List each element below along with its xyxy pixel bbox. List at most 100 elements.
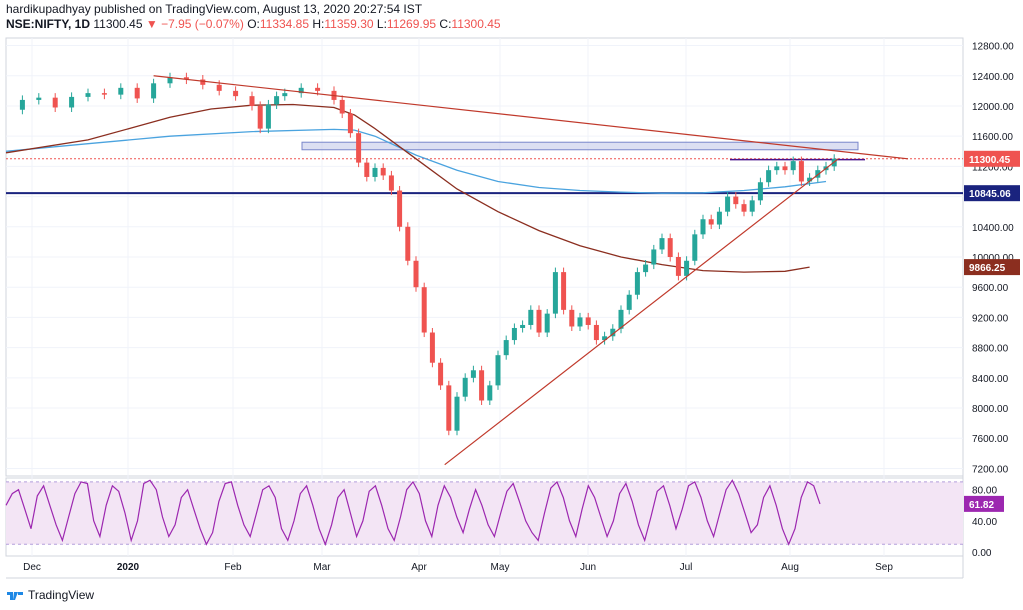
candle-body [364,162,370,177]
footer-brand[interactable]: TradingView [6,588,94,602]
candle-body [257,105,263,129]
y-tick-label: 8000.00 [972,404,1009,415]
x-tick-label: 2020 [117,562,140,573]
candle-body [552,272,558,314]
candle-body [183,77,189,80]
candle-body [429,332,435,363]
candle-body [446,385,452,431]
trendline [153,75,909,160]
candle-body [577,317,583,327]
x-tick-label: Mar [313,562,331,573]
candle-body [282,93,288,97]
candle-body [356,133,362,163]
y-tick-label: 8400.00 [972,374,1009,385]
candle-body [101,93,107,95]
open-label: O: [247,17,260,31]
candle-body [807,177,813,182]
candle-body [528,309,534,325]
candle-body [766,170,772,183]
price-tag-label: 9866.25 [969,263,1006,274]
price-tag-label: 11300.45 [969,155,1011,166]
x-tick-label: Feb [224,562,242,573]
candle-body [618,309,624,329]
candle-body [233,90,239,97]
candle-body [520,324,526,328]
ma-short-line [5,128,827,194]
candle-body [315,87,321,91]
candle-body [561,272,567,310]
candle-body [85,93,91,97]
tradingview-logo-icon [7,592,23,600]
candle-body [544,313,550,333]
candle-body [536,309,542,333]
candle-body [700,219,706,235]
x-tick-label: Dec [23,562,41,573]
rsi-tick-label: 80.00 [972,486,997,497]
y-tick-label: 12400.00 [972,72,1014,83]
candle-body [151,83,157,99]
y-tick-label: 7600.00 [972,434,1009,445]
candle-body [659,238,665,250]
x-tick-label: Apr [411,562,427,573]
candle-body [298,87,304,94]
candle-body [675,257,681,276]
candle-body [339,99,345,114]
candle-body [757,182,763,201]
y-tick-label: 10000.00 [972,253,1014,264]
price-tag [964,259,1020,276]
candle-body [454,396,460,431]
publish-info: hardikupadhyay published on TradingView.… [6,2,423,16]
candle-body [36,97,42,100]
candle-body [216,84,222,91]
x-tick-label: Jul [680,562,693,573]
candle-body [569,309,575,327]
chart-header: hardikupadhyay published on TradingView.… [6,2,501,32]
close-label: C: [439,17,452,31]
rsi-tick-label: 0.00 [972,548,992,559]
x-tick-label: Jun [580,562,596,573]
brand-label: TradingView [28,588,95,602]
candle-body [134,87,140,99]
candle-body [634,272,640,295]
candle-body [511,327,517,341]
candle-body [167,77,173,84]
ma-long-line [5,103,810,273]
candle-body [708,219,714,225]
candle-body [372,167,378,177]
low-value: 11269.95 [386,17,437,31]
close-value: 11300.45 [451,17,501,31]
rsi-value-label: 61.82 [969,500,994,511]
price-tag [964,185,1020,202]
candle-body [610,328,616,337]
high-value: 11359.30 [324,17,374,31]
candle-body [249,96,255,106]
trendline [444,158,839,466]
candle-body [602,336,608,341]
y-tick-label: 10400.00 [972,223,1014,234]
y-tick-label: 9600.00 [972,283,1009,294]
y-tick-label: 12000.00 [972,102,1014,113]
candle-body [380,167,386,176]
price-tag-label: 10845.06 [969,189,1011,200]
last-price: 11300.45 [93,17,143,31]
candle-body [265,104,271,129]
candle-body [438,362,444,386]
rsi-tick-label: 40.00 [972,517,997,528]
x-tick-label: Sep [875,562,893,573]
rsi-value-tag [964,495,1004,512]
down-arrow-icon: ▼ [145,17,158,31]
y-tick-label: 11600.00 [972,132,1013,143]
ohlc-legend: NSE:NIFTY, 1D 11300.45 ▼ −7.95 (−0.07%) … [6,17,501,32]
candle-body [782,166,788,171]
candle-body [274,96,280,105]
symbol-label: NSE:NIFTY, 1D [6,17,91,31]
candle-body [643,264,649,273]
candle-body [479,370,485,401]
candle-body [200,79,206,85]
candle-body [413,260,419,288]
y-tick-label: 7200.00 [972,464,1009,475]
candle-body [790,161,796,171]
candle-body [798,161,804,182]
candle-body [741,204,747,212]
